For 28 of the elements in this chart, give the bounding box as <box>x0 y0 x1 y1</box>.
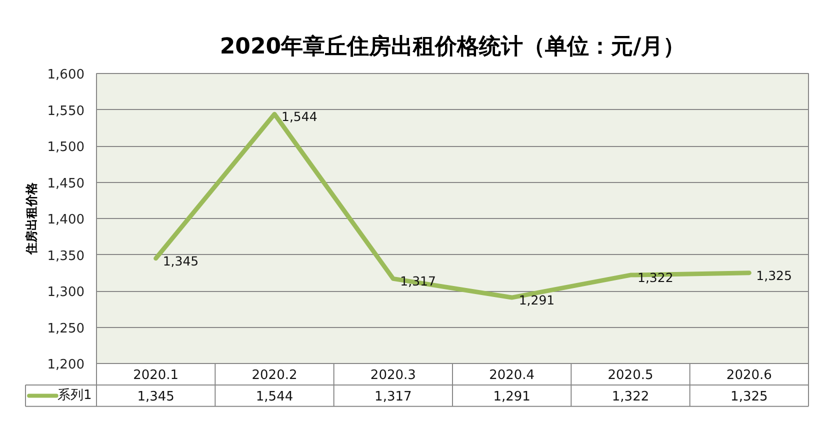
data-label: 1,544 <box>256 390 294 405</box>
y-axis-title: 住房出租价格 <box>24 182 38 256</box>
y-tick-label: 1,200 <box>47 358 84 372</box>
data-label: 1,345 <box>137 390 174 405</box>
data-label: 1,322 <box>612 390 650 405</box>
legend-label: 系列1 <box>58 388 92 404</box>
chart-title: 2020年章丘住房出租价格统计（单位：元/月） <box>220 34 686 60</box>
y-tick-label: 1,600 <box>47 68 84 82</box>
y-tick-label: 1,300 <box>47 285 84 300</box>
text: 1,345 <box>162 253 199 268</box>
text: 1,325 <box>756 268 792 283</box>
y-tick-label: 1,450 <box>47 176 84 192</box>
x-tick-label: 2020.3 <box>370 368 416 384</box>
x-tick-label: 2020.6 <box>726 368 772 384</box>
x-tick-label: 2020.1 <box>133 368 179 384</box>
text: 1,544 <box>282 109 318 124</box>
data-label: 1,317 <box>374 390 412 405</box>
y-tick-label: 1,500 <box>47 140 84 155</box>
text: 1,291 <box>518 292 555 308</box>
x-tick-label: 2020.4 <box>489 368 535 384</box>
x-tick-label: 2020.2 <box>252 368 298 384</box>
y-tick-label: 1,550 <box>47 104 84 119</box>
y-tick-label: 1,250 <box>47 321 84 336</box>
x-tick-label: 2020.5 <box>608 368 654 384</box>
data-label: 1,325 <box>730 390 768 405</box>
y-tick-label: 1,350 <box>47 248 84 264</box>
data-label: 1,291 <box>493 390 530 405</box>
y-tick-label: 1,400 <box>47 212 84 228</box>
